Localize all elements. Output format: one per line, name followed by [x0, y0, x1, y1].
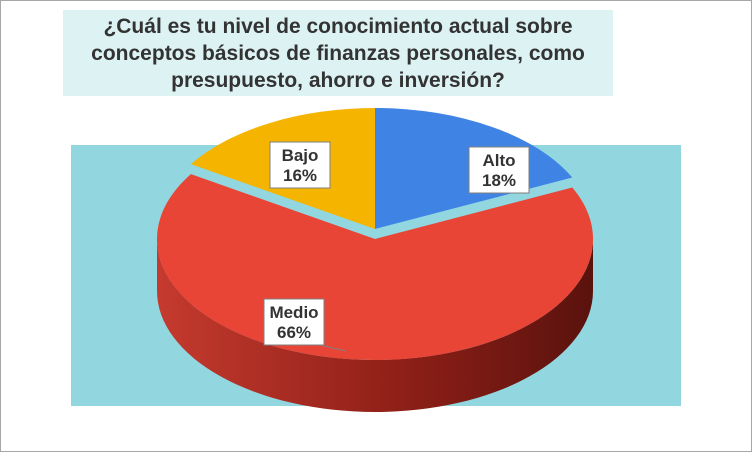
data-label-box	[468, 146, 530, 194]
chart-title: ¿Cuál es tu nivel de conocimiento actual…	[85, 13, 591, 94]
chart-title-line-2: conceptos básicos de finanzas personales…	[91, 41, 585, 65]
data-label-category: Alto	[482, 151, 515, 170]
data-label-value: 18%	[482, 171, 516, 190]
data-label-value: 66%	[277, 323, 311, 342]
chart-title-box: ¿Cuál es tu nivel de conocimiento actual…	[63, 10, 613, 96]
leader-line-medio	[319, 344, 347, 352]
data-label-category: Bajo	[282, 146, 319, 165]
data-label-value: 16%	[283, 166, 317, 185]
chart-title-line-1: ¿Cuál es tu nivel de conocimiento actual…	[103, 14, 573, 38]
data-label-category: Medio	[269, 303, 318, 322]
chart-title-line-3: presupuesto, ahorro e inversión?	[171, 68, 505, 92]
data-label-box	[269, 141, 331, 189]
data-label-box	[263, 298, 325, 346]
slice-side-medio	[157, 239, 593, 412]
